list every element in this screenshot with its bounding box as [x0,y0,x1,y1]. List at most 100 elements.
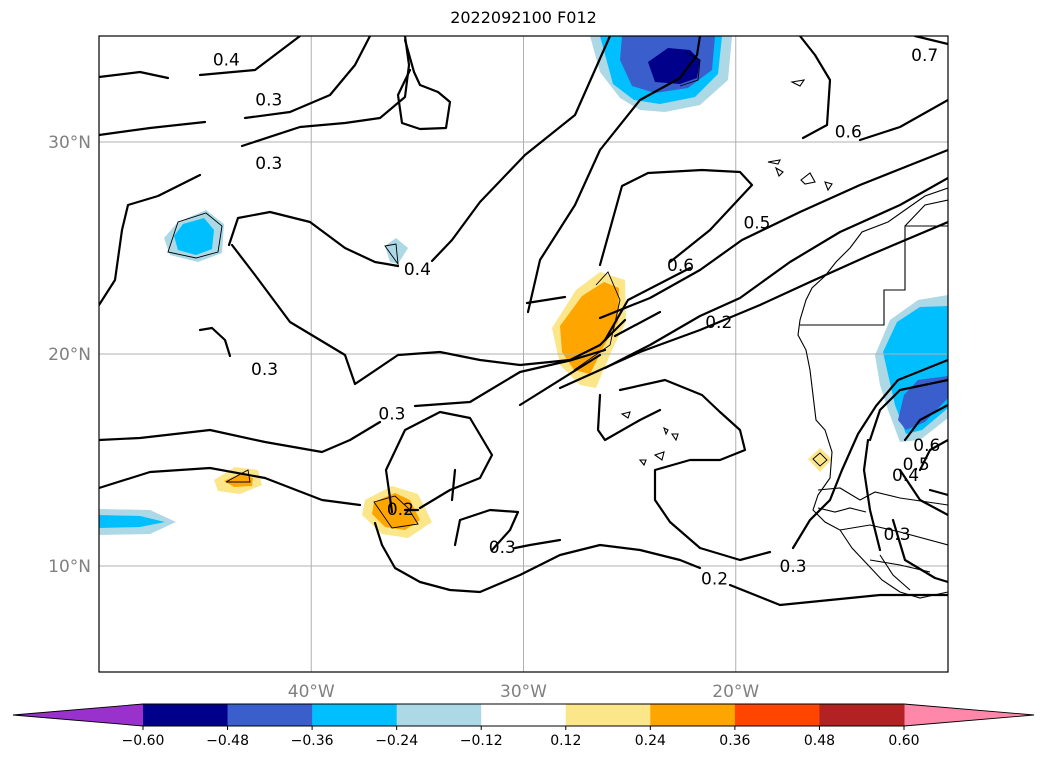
country-border [817,487,948,506]
colorbar-tick-label: 0.60 [888,733,919,749]
island [620,411,631,419]
contour-label: 0.3 [251,360,278,380]
colorbar-extend-high [904,704,1034,726]
pos-region-center [560,282,619,374]
contour-line [99,36,302,80]
shading-layer [99,36,948,538]
contour-label: 0.6 [913,436,940,456]
map-frame [98,35,949,673]
contour-label: 0.6 [667,256,694,276]
contour-line [862,378,948,552]
contour-line [227,36,612,268]
shading-outline [812,452,828,467]
pos-region-east [808,448,832,472]
contour-label: 0.3 [378,404,405,424]
colorbar-tick-label: −0.48 [206,733,249,749]
neg-region-top [648,48,700,84]
contour-line [891,468,948,584]
lon-tick-label: 40°W [288,682,335,702]
contour-label: 0.5 [743,214,770,234]
island [653,451,665,461]
contour-label: 0.3 [255,154,282,174]
coastline-layer [620,79,948,599]
contour-line [558,220,948,390]
lon-tick-label: 30°W [500,682,547,702]
neg-region-west [174,218,214,255]
contour-line [450,468,562,552]
island [824,181,833,192]
contour-label: 0.3 [884,525,911,545]
country-border [879,554,911,591]
colorbar-segment [819,704,905,726]
lon-tick-label: 20°W [712,682,759,702]
shading-outline [679,51,701,87]
coastline [797,187,948,599]
contour-line [396,38,452,131]
country-border [800,225,948,326]
contour-label: 0.7 [911,46,938,66]
contour-line [518,353,948,562]
contour-line [99,310,662,454]
country-border [904,199,948,227]
shading-outlines [167,51,828,529]
island [638,459,647,467]
pos-region-west [224,474,253,487]
contour-line [99,36,411,307]
colorbar-tick-label: −0.24 [375,733,418,749]
country-border [817,507,867,513]
colorbar-segment [312,704,398,726]
contour-line [526,36,702,314]
colorbar-segment [396,704,482,726]
contour-line [384,410,494,514]
contour-layer [99,36,948,607]
colorbar-segment [481,704,567,726]
contour-label: 0.6 [835,122,862,142]
contour-label: 0.4 [892,466,919,486]
colorbar-tick-label: −0.60 [122,733,165,749]
neg-region-east [898,376,948,430]
colorbar: −0.60 −0.48 −0.36 −0.24 −0.12 0.12 0.24 0.36 0.4… [12,703,1035,749]
contour-label: 0.3 [489,538,516,558]
lat-tick-label: 10°N [48,557,91,577]
contour-line [603,176,948,370]
contour-label: 0.2 [387,500,414,520]
contour-line [858,98,948,142]
grid-lines [99,36,948,672]
contour-line [798,36,832,140]
colorbar-tick-label: 0.48 [804,733,835,749]
colorbar-segment [650,704,736,726]
contour-label: 0.2 [705,313,732,333]
contour-line [596,393,662,442]
contour-label: 0.3 [255,91,282,111]
colorbar-extend-low [13,704,143,726]
chart-title: 2022092100 F012 [450,8,597,27]
shading-outline [373,495,419,529]
island [670,433,679,442]
contour-line [198,326,232,358]
colorbar-tick-label: −0.12 [460,733,503,749]
contour-line [99,466,420,512]
island [774,166,784,177]
colorbar-segment [143,704,229,726]
country-border [869,559,931,573]
contour-label: 0.5 [903,455,930,475]
island [800,172,816,185]
colorbar-segment [734,704,820,726]
lat-tick-label: 20°N [48,345,91,365]
lat-tick-label: 30°N [48,133,91,153]
pos-region-mid [372,493,420,530]
colorbar-tick-label: −0.36 [291,733,334,749]
colorbar-tick-label: 0.24 [635,733,666,749]
colorbar-tick-label: 0.12 [550,733,581,749]
shading-outline [573,271,621,371]
contour-line [373,521,948,607]
colorbar-tick-label: 0.36 [719,733,750,749]
colorbar-segment [565,704,651,726]
country-border [839,524,948,546]
contour-line [913,36,948,46]
contour-line [99,36,372,137]
axis-tick-labels: 40°W 30°W 20°W 10°N 20°N 30°N [48,133,759,702]
contour-label: 0.4 [213,50,240,70]
colorbar-segment [227,704,313,726]
